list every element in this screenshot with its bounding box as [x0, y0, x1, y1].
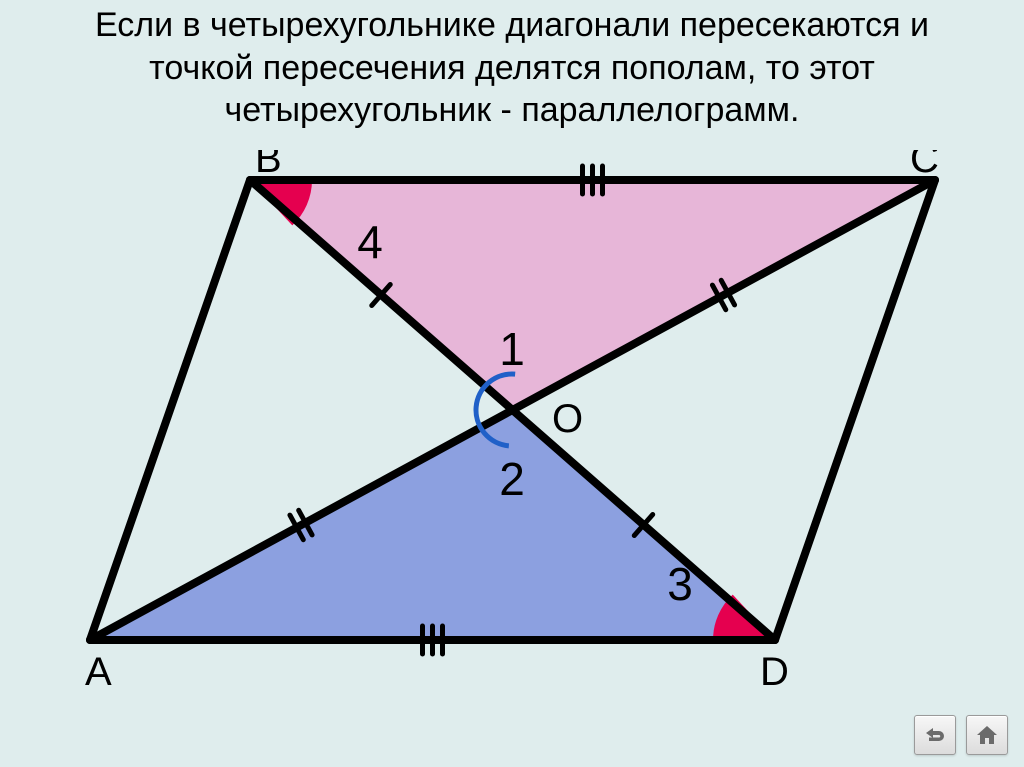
home-icon	[975, 724, 999, 746]
home-button[interactable]	[966, 715, 1008, 755]
vertex-label-D: D	[760, 650, 789, 694]
slide-title: Если в четырехугольнике диагонали пересе…	[0, 4, 1024, 132]
angle-label-4: 4	[357, 216, 383, 268]
slide: Если в четырехугольнике диагонали пересе…	[0, 0, 1024, 767]
vertex-label-B: B	[255, 150, 282, 181]
angle-label-1: 1	[499, 323, 525, 375]
angle-label-2: 2	[499, 453, 525, 505]
back-button[interactable]	[914, 715, 956, 755]
triangle-BOC	[250, 180, 935, 410]
nav-buttons	[914, 715, 1008, 755]
vertex-label-A: A	[85, 650, 112, 694]
angle-label-3: 3	[667, 558, 693, 610]
geometry-diagram: A B C D O 4 1 2 3	[0, 150, 1024, 710]
vertex-label-O: O	[552, 397, 583, 441]
u-turn-icon	[923, 724, 947, 746]
vertex-label-C: C	[910, 150, 939, 181]
